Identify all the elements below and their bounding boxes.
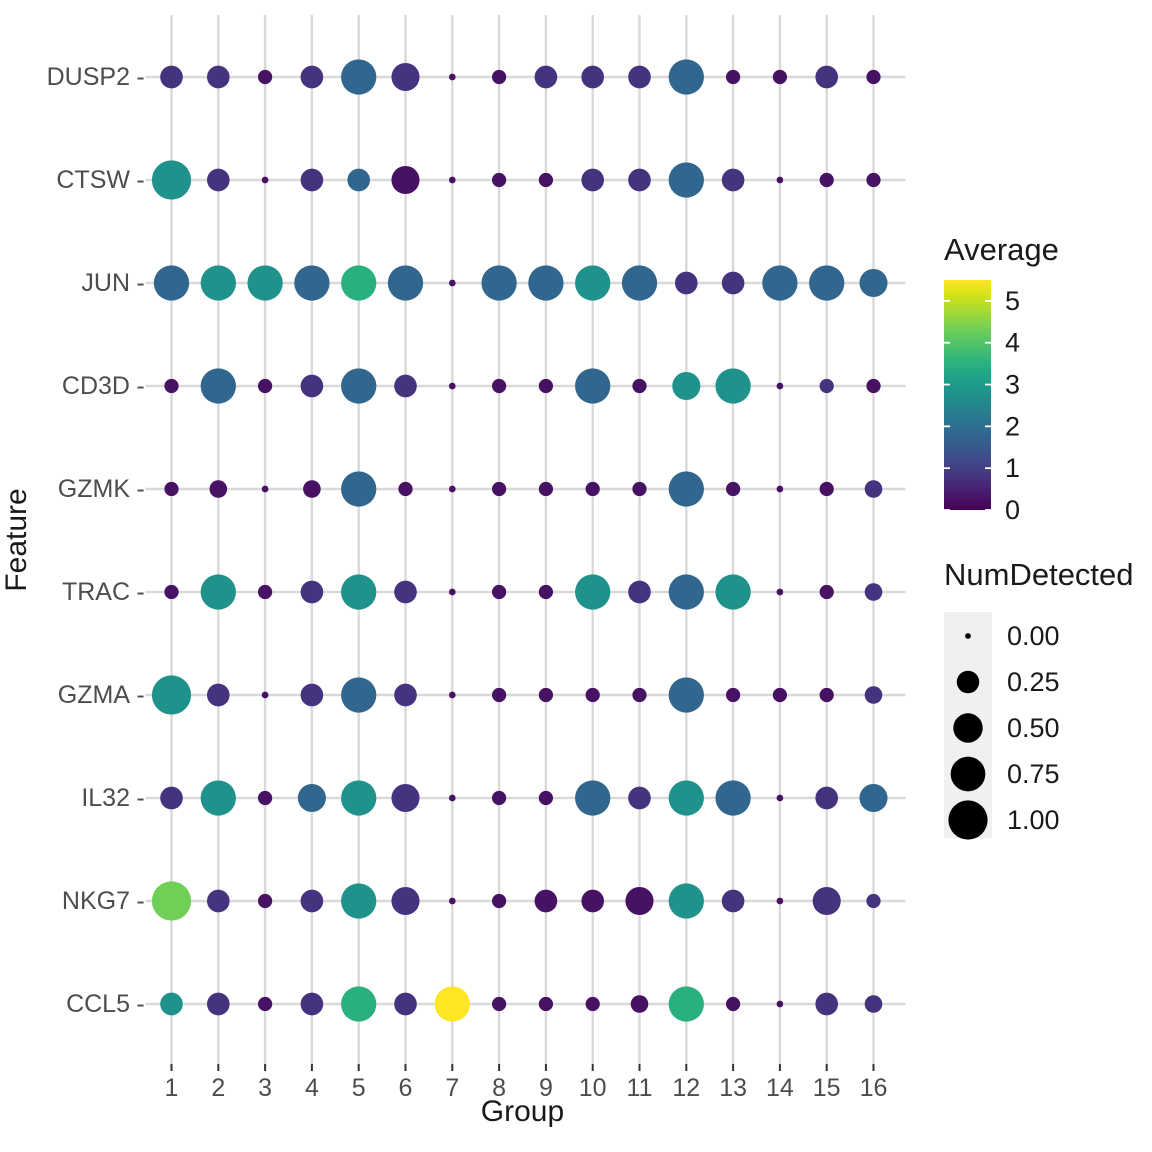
svg-text:5: 5: [1005, 286, 1020, 316]
svg-text:2: 2: [211, 1074, 225, 1102]
svg-text:0.25: 0.25: [1007, 667, 1060, 697]
svg-text:NumDetected: NumDetected: [944, 557, 1134, 592]
svg-text:-: -: [136, 990, 144, 1018]
svg-text:6: 6: [399, 1074, 413, 1102]
svg-text:-: -: [136, 887, 144, 915]
svg-text:3: 3: [1005, 370, 1020, 400]
svg-text:0: 0: [1005, 495, 1020, 525]
svg-text:3: 3: [258, 1074, 272, 1102]
svg-text:-: -: [136, 372, 144, 400]
svg-text:0.50: 0.50: [1007, 713, 1060, 743]
svg-text:-: -: [136, 681, 144, 709]
svg-text:-: -: [136, 475, 144, 503]
svg-text:Group: Group: [481, 1095, 564, 1128]
svg-text:IL32: IL32: [81, 784, 130, 812]
svg-text:Average: Average: [944, 232, 1059, 267]
svg-text:12: 12: [672, 1074, 700, 1102]
svg-text:14: 14: [766, 1074, 794, 1102]
svg-text:CD3D: CD3D: [62, 372, 130, 400]
svg-text:0.00: 0.00: [1007, 621, 1060, 651]
svg-text:1.00: 1.00: [1007, 805, 1060, 835]
svg-text:4: 4: [1005, 328, 1020, 358]
svg-text:10: 10: [579, 1074, 607, 1102]
svg-text:4: 4: [305, 1074, 319, 1102]
svg-text:7: 7: [445, 1074, 459, 1102]
svg-text:CCL5: CCL5: [66, 990, 130, 1018]
svg-text:2: 2: [1005, 411, 1020, 441]
svg-text:-: -: [136, 63, 144, 91]
svg-text:16: 16: [860, 1074, 888, 1102]
svg-text:GZMA: GZMA: [58, 681, 131, 709]
svg-text:CTSW: CTSW: [56, 166, 130, 194]
svg-text:-: -: [136, 166, 144, 194]
svg-text:-: -: [136, 784, 144, 812]
svg-text:JUN: JUN: [81, 269, 130, 297]
svg-text:-: -: [136, 578, 144, 606]
svg-text:1: 1: [1005, 453, 1020, 483]
svg-text:GZMK: GZMK: [58, 475, 131, 503]
svg-text:DUSP2: DUSP2: [47, 63, 130, 91]
svg-text:13: 13: [719, 1074, 747, 1102]
svg-text:1: 1: [165, 1074, 179, 1102]
svg-text:11: 11: [627, 1074, 653, 1102]
svg-text:0.75: 0.75: [1007, 759, 1060, 789]
svg-text:5: 5: [352, 1074, 366, 1102]
svg-text:NKG7: NKG7: [62, 887, 130, 915]
svg-text:Feature: Feature: [0, 488, 33, 591]
svg-text:-: -: [136, 269, 144, 297]
svg-text:15: 15: [813, 1074, 841, 1102]
svg-text:TRAC: TRAC: [62, 578, 130, 606]
